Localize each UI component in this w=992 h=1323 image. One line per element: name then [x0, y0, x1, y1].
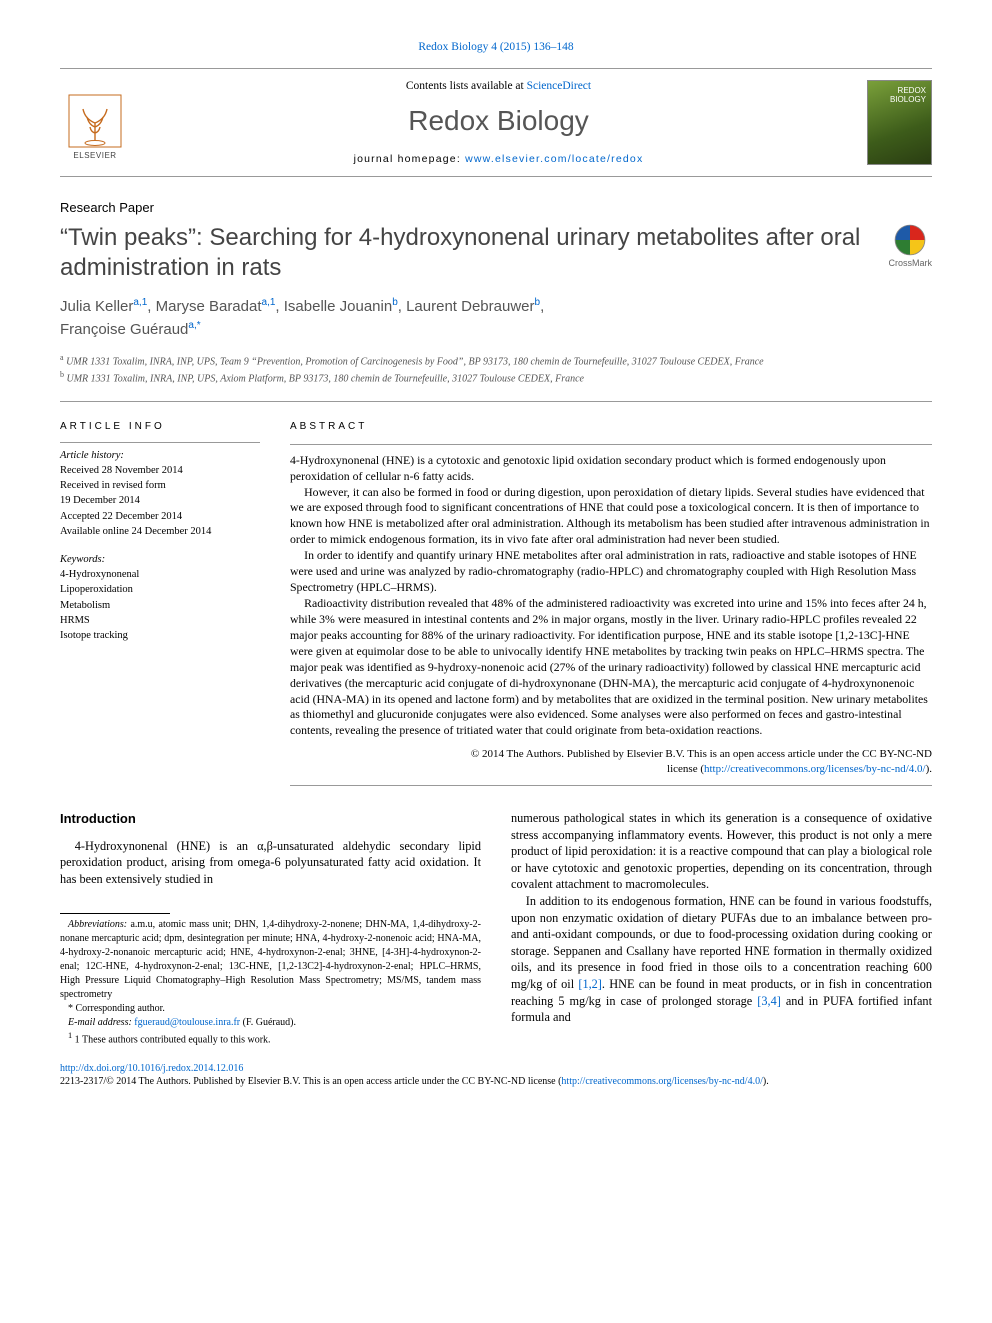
- abstract-p4: Radioactivity distribution revealed that…: [290, 596, 932, 739]
- homepage-prefix: journal homepage:: [354, 153, 466, 165]
- homepage-line: journal homepage: www.elsevier.com/locat…: [130, 152, 867, 166]
- intro-p1: 4-Hydroxynonenal (HNE) is an α,β-unsatur…: [60, 838, 481, 888]
- intro-p2a: numerous pathological states in which it…: [511, 810, 932, 893]
- citation-link[interactable]: Redox Biology 4 (2015) 136–148: [418, 41, 573, 53]
- article-info-block: ARTICLE INFO Article history: Received 2…: [60, 420, 260, 786]
- intro-p2b: In addition to its endogenous formation,…: [511, 893, 932, 1026]
- history-accepted: Accepted 22 December 2014: [60, 509, 260, 524]
- article-info-heading: ARTICLE INFO: [60, 420, 260, 434]
- equal-contrib-note: 1 These authors contributed equally to t…: [75, 1035, 271, 1046]
- intro-heading: Introduction: [60, 810, 481, 828]
- crossmark-badge[interactable]: CrossMark: [888, 223, 932, 269]
- author-3: Isabelle Jouanin: [284, 298, 392, 315]
- elsevier-logo: ELSEVIER: [60, 82, 130, 162]
- author-1-aff: a,1: [133, 297, 147, 308]
- divider: [60, 442, 260, 443]
- abstract-p2: However, it can also be formed in food o…: [290, 485, 932, 549]
- email-link[interactable]: fgueraud@toulouse.inra.fr: [134, 1017, 240, 1028]
- affiliation-b: UMR 1331 Toxalim, INRA, INP, UPS, Axiom …: [67, 374, 584, 385]
- bottom-block: http://dx.doi.org/10.1016/j.redox.2014.1…: [60, 1062, 932, 1089]
- keyword-1: Lipoperoxidation: [60, 582, 260, 597]
- author-4: Laurent Debrauwer: [406, 298, 534, 315]
- abbr-label: Abbreviations:: [68, 919, 127, 930]
- ref-link-12[interactable]: [1,2]: [578, 977, 602, 991]
- affiliation-a: UMR 1331 Toxalim, INRA, INP, UPS, Team 9…: [66, 356, 764, 367]
- author-3-aff: b: [392, 297, 398, 308]
- author-2: Maryse Baradat: [156, 298, 262, 315]
- author-5-aff: a,*: [188, 320, 200, 331]
- paper-type: Research Paper: [60, 199, 932, 217]
- journal-name: Redox Biology: [130, 102, 867, 140]
- elsevier-tree-icon: [65, 91, 125, 151]
- abbr-text: a.m.u, atomic mass unit; DHN, 1,4-dihydr…: [60, 919, 481, 1000]
- cover-label-biology: BIOLOGY: [890, 95, 926, 104]
- keyword-3: HRMS: [60, 613, 260, 628]
- history-revised-2: 19 December 2014: [60, 493, 260, 508]
- divider: [60, 401, 932, 402]
- abstract-p1: 4-Hydroxynonenal (HNE) is a cytotoxic an…: [290, 453, 932, 485]
- history-online: Available online 24 December 2014: [60, 524, 260, 539]
- license-prefix: license (: [667, 763, 704, 775]
- footnotes-block: Abbreviations: a.m.u, atomic mass unit; …: [60, 913, 481, 1047]
- doi-link[interactable]: http://dx.doi.org/10.1016/j.redox.2014.1…: [60, 1063, 243, 1074]
- keyword-0: 4-Hydroxynonenal: [60, 567, 260, 582]
- abstract-block: ABSTRACT 4-Hydroxynonenal (HNE) is a cyt…: [290, 420, 932, 786]
- body-columns: Introduction 4-Hydroxynonenal (HNE) is a…: [60, 810, 932, 1048]
- history-revised-1: Received in revised form: [60, 478, 260, 493]
- authors-line: Julia Kellera,1, Maryse Baradata,1, Isab…: [60, 295, 932, 342]
- cover-label-redox: REDOX: [898, 86, 926, 95]
- elsevier-logo-text: ELSEVIER: [73, 151, 116, 162]
- crossmark-icon: [893, 223, 927, 257]
- issn-license-link[interactable]: http://creativecommons.org/licenses/by-n…: [561, 1076, 762, 1087]
- keyword-2: Metabolism: [60, 598, 260, 613]
- email-who: (F. Guéraud).: [240, 1017, 296, 1028]
- corresponding-author: * Corresponding author.: [60, 1002, 481, 1016]
- homepage-link[interactable]: www.elsevier.com/locate/redox: [465, 153, 643, 165]
- crossmark-label: CrossMark: [888, 257, 932, 269]
- author-2-aff: a,1: [262, 297, 276, 308]
- keywords-label: Keywords:: [60, 553, 260, 567]
- abstract-heading: ABSTRACT: [290, 420, 932, 434]
- contents-line: Contents lists available at ScienceDirec…: [130, 79, 867, 95]
- divider: [290, 444, 932, 445]
- author-5: Françoise Guéraud: [60, 321, 188, 338]
- contents-prefix: Contents lists available at: [406, 80, 527, 92]
- license-suffix: ).: [926, 763, 932, 775]
- paper-title: “Twin peaks”: Searching for 4-hydroxynon…: [60, 223, 888, 283]
- issn-suffix: ).: [763, 1076, 769, 1087]
- author-4-aff: b: [535, 297, 541, 308]
- abstract-copyright: © 2014 The Authors. Published by Elsevie…: [471, 748, 932, 760]
- affiliations: a UMR 1331 Toxalim, INRA, INP, UPS, Team…: [60, 352, 932, 388]
- sciencedirect-link[interactable]: ScienceDirect: [527, 80, 592, 92]
- journal-cover-thumbnail: REDOX BIOLOGY: [867, 80, 932, 165]
- author-1: Julia Keller: [60, 298, 133, 315]
- keyword-4: Isotope tracking: [60, 628, 260, 643]
- issn-prefix: 2213-2317/© 2014 The Authors. Published …: [60, 1076, 561, 1087]
- ref-link-34[interactable]: [3,4]: [757, 994, 781, 1008]
- divider: [290, 785, 932, 786]
- email-label: E-mail address:: [68, 1017, 134, 1028]
- citation-line: Redox Biology 4 (2015) 136–148: [60, 40, 932, 56]
- footnote-divider: [60, 913, 170, 914]
- journal-header: ELSEVIER Contents lists available at Sci…: [60, 68, 932, 177]
- history-received: Received 28 November 2014: [60, 463, 260, 478]
- history-label: Article history:: [60, 449, 260, 463]
- license-link[interactable]: http://creativecommons.org/licenses/by-n…: [704, 763, 926, 775]
- abstract-p3: In order to identify and quantify urinar…: [290, 548, 932, 596]
